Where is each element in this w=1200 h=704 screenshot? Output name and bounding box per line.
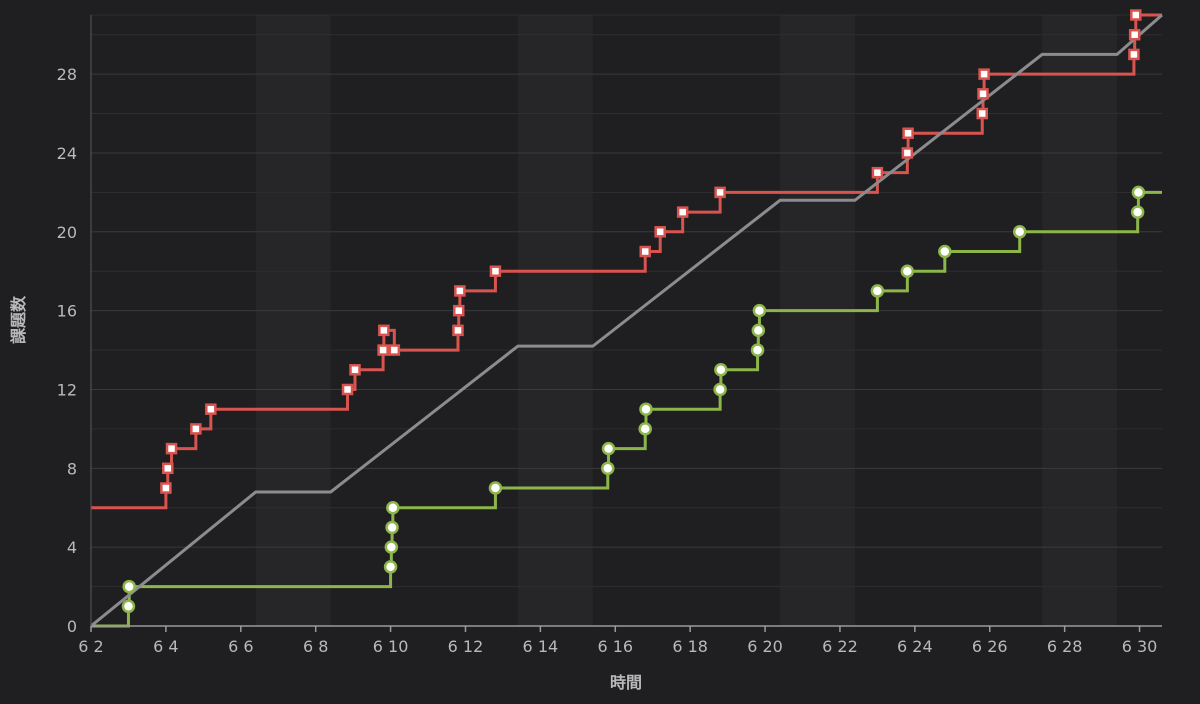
x-tick-label: 6 20	[747, 637, 783, 656]
data-point-marker	[676, 206, 689, 218]
data-point-marker	[638, 422, 652, 436]
data-point-marker	[452, 324, 464, 337]
y-tick-label: 4	[67, 538, 77, 557]
data-point-marker	[165, 442, 178, 455]
data-point-marker	[1012, 225, 1027, 239]
data-point-marker	[1128, 28, 1141, 41]
x-axis-title: 時間	[610, 673, 642, 692]
data-point-marker	[601, 441, 616, 456]
data-point-marker	[384, 540, 399, 554]
data-point-marker	[205, 403, 217, 415]
data-point-marker	[654, 226, 666, 238]
y-tick-label: 12	[57, 380, 77, 399]
weekend-band	[780, 15, 855, 626]
data-point-marker	[752, 303, 767, 318]
data-point-marker	[378, 324, 390, 337]
y-tick-label: 20	[57, 223, 77, 242]
x-tick-label: 6 30	[1122, 637, 1158, 656]
data-point-marker	[977, 88, 989, 100]
x-tick-label: 6 22	[822, 637, 858, 656]
y-axis-title: 課題数	[9, 295, 28, 344]
x-tick-label: 6 14	[523, 637, 559, 656]
data-point-marker	[1131, 185, 1146, 200]
data-point-marker	[349, 364, 361, 376]
data-point-marker	[976, 107, 989, 120]
data-markers	[121, 9, 1146, 614]
weekend-band	[1042, 15, 1118, 626]
data-point-marker	[601, 461, 615, 476]
data-point-marker	[871, 166, 884, 179]
data-point-marker	[162, 462, 174, 475]
gridlines	[91, 14, 1162, 588]
x-tick-label: 6 24	[897, 637, 933, 656]
x-tick-label: 6 18	[672, 637, 708, 656]
data-point-marker	[489, 265, 502, 277]
x-tick-label: 6 4	[153, 637, 178, 656]
data-point-marker	[388, 344, 401, 356]
y-tick-label: 16	[57, 302, 77, 321]
x-tick-label: 6 10	[373, 637, 409, 656]
data-point-marker	[902, 127, 914, 140]
x-tick-label: 6 12	[448, 637, 484, 656]
data-point-marker	[901, 147, 914, 159]
data-point-marker	[383, 560, 398, 574]
data-point-marker	[1130, 205, 1145, 219]
data-point-marker	[900, 264, 915, 278]
data-point-marker	[751, 323, 766, 338]
data-point-marker	[160, 482, 172, 494]
data-point-marker	[1130, 9, 1142, 21]
series-line-2	[90, 13, 1163, 628]
data-point-marker	[713, 382, 727, 397]
x-tick-label: 6 8	[303, 637, 328, 656]
data-point-marker	[978, 68, 990, 80]
data-point-marker	[452, 304, 465, 317]
data-point-marker	[1128, 48, 1140, 61]
data-point-marker	[938, 244, 952, 259]
data-point-marker	[870, 284, 885, 298]
y-tick-label: 8	[67, 459, 77, 478]
data-point-marker	[639, 245, 651, 258]
x-tick-label: 6 28	[1047, 637, 1083, 656]
data-point-marker	[122, 579, 136, 594]
x-tick-label: 6 2	[78, 637, 103, 656]
data-point-marker	[190, 423, 202, 435]
data-point-marker	[639, 402, 653, 416]
data-point-marker	[750, 343, 765, 357]
y-tick-label: 0	[67, 617, 77, 636]
data-point-marker	[488, 481, 503, 495]
x-tick-label: 6 6	[228, 637, 253, 656]
y-tick-label: 28	[57, 65, 77, 84]
weekend-band	[255, 15, 331, 626]
series-lines	[90, 13, 1163, 628]
x-tick-label: 6 16	[597, 637, 633, 656]
y-tick-label: 24	[57, 144, 77, 163]
x-tick-label: 6 26	[972, 637, 1008, 656]
data-point-marker	[377, 344, 389, 356]
weekend-band	[517, 15, 593, 626]
series-line-1	[91, 190, 1162, 628]
data-point-marker	[714, 363, 728, 377]
data-point-marker	[121, 599, 136, 614]
data-point-marker	[714, 186, 726, 199]
data-point-marker	[386, 500, 400, 515]
x-axis-ticks: 6 2 6 4 6 6 6 8 6 10 6 12 6 14 6 16 6 18 6 20 6 22…	[78, 626, 1157, 656]
y-axis-ticks: 0 4 8 12 16 20 24 28	[57, 65, 77, 636]
weekend-bands	[255, 15, 1118, 626]
data-point-marker	[341, 383, 354, 396]
series-line-0	[91, 13, 1162, 510]
data-point-marker	[385, 520, 399, 535]
data-point-marker	[454, 285, 466, 297]
